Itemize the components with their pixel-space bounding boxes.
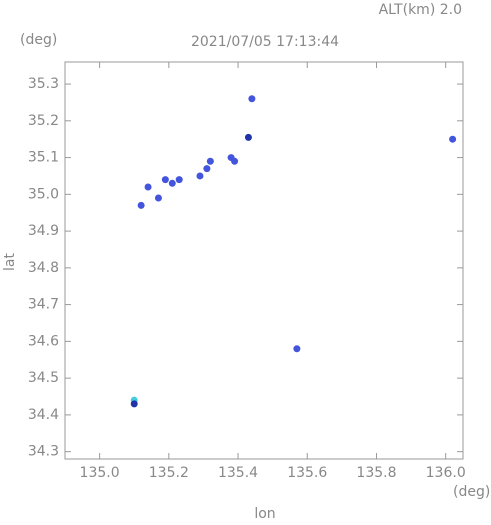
y-tick-label: 35.3 bbox=[28, 76, 59, 92]
echo-point bbox=[244, 133, 252, 141]
y-tick-label: 34.7 bbox=[28, 297, 59, 313]
echo-point bbox=[154, 194, 162, 202]
y-tick-label: 34.3 bbox=[28, 444, 59, 460]
altitude-label: ALT(km) 2.0 bbox=[379, 2, 462, 18]
y-tick-label: 34.6 bbox=[28, 333, 59, 349]
y-tick-label: 34.5 bbox=[28, 370, 59, 386]
echo-point bbox=[130, 400, 138, 408]
x-tick-label: 135.0 bbox=[80, 465, 120, 481]
x-tick-label: 135.2 bbox=[149, 465, 189, 481]
y-tick-label: 34.8 bbox=[28, 260, 59, 276]
y-axis-label: lat bbox=[2, 253, 18, 271]
chart-title: 2021/07/05 17:13:44 bbox=[191, 34, 339, 50]
x-axis-label: lon bbox=[254, 506, 275, 521]
echo-point bbox=[293, 345, 301, 353]
echo-point bbox=[449, 135, 457, 143]
echo-point bbox=[175, 176, 183, 184]
x-unit: (deg) bbox=[453, 484, 490, 500]
echo-point bbox=[206, 157, 214, 165]
y-tick-label: 34.9 bbox=[28, 223, 59, 239]
echo-point bbox=[203, 165, 211, 173]
y-unit: (deg) bbox=[20, 32, 57, 48]
x-tick-label: 135.4 bbox=[218, 465, 258, 481]
y-tick-label: 35.2 bbox=[28, 113, 59, 129]
echo-point bbox=[196, 172, 204, 180]
echo-point bbox=[137, 201, 145, 209]
echo-point bbox=[144, 183, 152, 191]
x-tick-label: 135.8 bbox=[356, 465, 396, 481]
echo-point bbox=[231, 157, 239, 165]
y-tick-label: 35.0 bbox=[28, 186, 59, 202]
y-tick-label: 34.4 bbox=[28, 407, 59, 423]
echo-point bbox=[248, 95, 256, 103]
echo-point bbox=[161, 176, 169, 184]
x-tick-label: 135.6 bbox=[287, 465, 327, 481]
plot-frame bbox=[64, 61, 464, 460]
x-tick-label: 136.0 bbox=[426, 465, 466, 481]
y-tick-label: 35.1 bbox=[28, 150, 59, 166]
echo-point bbox=[168, 179, 176, 187]
